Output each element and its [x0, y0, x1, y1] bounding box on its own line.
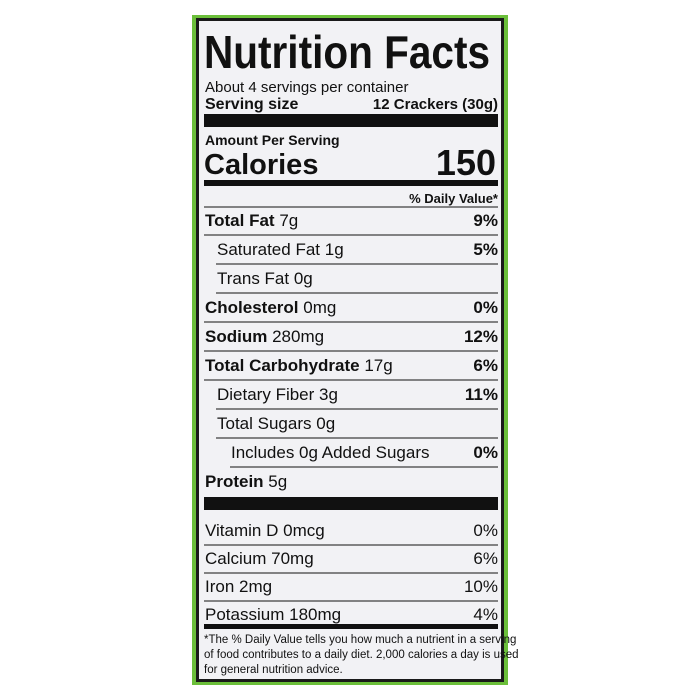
vitamin-dv: 6%: [473, 549, 498, 568]
vitamin-amount: 180mg: [289, 605, 341, 624]
footnote-line: *The % Daily Value tells you how much a …: [204, 634, 516, 646]
nutrient-name: Saturated Fat: [217, 240, 320, 259]
vitamin-rows: Vitamin D 0mcg 0% Calcium 70mg 6% Iron 2mg 10…: [204, 521, 498, 624]
nutrient-name: Includes 0g Added Sugars: [231, 443, 429, 462]
vitamin-row: Calcium 70mg: [205, 549, 314, 568]
vitamin-name: Vitamin D: [205, 521, 278, 540]
vitamin-dv: 4%: [473, 605, 498, 624]
vitamin-name: Iron: [205, 577, 234, 596]
nutrient-amount: 280mg: [272, 327, 324, 346]
calories-value: 150: [436, 142, 496, 183]
dv-heading: % Daily Value*: [409, 191, 499, 206]
nutrient-amount: 0mg: [303, 298, 336, 317]
nutrient-dv: 0%: [473, 298, 498, 317]
nutrient-name: Protein: [205, 472, 264, 491]
nutrient-row: Dietary Fiber 3g: [217, 385, 338, 404]
thick-rule: [204, 497, 498, 510]
nutrient-name: Total Fat: [205, 211, 275, 230]
vitamin-amount: 70mg: [271, 549, 314, 568]
nutrient-amount: 0g: [316, 414, 335, 433]
label-panel: [199, 21, 501, 679]
nutrient-dv: 6%: [473, 356, 498, 375]
nutrient-name: Dietary Fiber: [217, 385, 315, 404]
vitamin-name: Potassium: [205, 605, 284, 624]
title: Nutrition Facts: [204, 26, 490, 78]
nutrient-row: Total Carbohydrate 17g: [205, 356, 393, 375]
serving-size-label: Serving size: [205, 96, 298, 113]
vitamin-row: Iron 2mg: [205, 577, 272, 596]
nutrient-name: Sodium: [205, 327, 267, 346]
nutrient-row: Includes 0g Added Sugars: [231, 443, 429, 462]
nutrient-row: Protein 5g: [205, 472, 287, 491]
footnote-line: of food contributes to a daily diet. 2,0…: [204, 649, 519, 661]
nutrient-amount: 3g: [319, 385, 338, 404]
nutrient-row: Total Fat 7g: [205, 211, 298, 230]
servings: About 4 servings per container: [205, 79, 408, 96]
vitamin-row: Vitamin D 0mcg: [205, 521, 325, 540]
nutrient-amount: 0g: [294, 269, 313, 288]
nutrient-dv: 5%: [473, 240, 498, 259]
thick-rule: [204, 114, 498, 127]
vitamin-dv: 0%: [473, 521, 498, 540]
serving-size: 12 Crackers (30g): [373, 96, 498, 113]
footnote-line: for general nutrition advice.: [204, 664, 343, 676]
vitamin-amount: 2mg: [239, 577, 272, 596]
nutrient-amount: 5g: [268, 472, 287, 491]
calories-label: Calories: [204, 149, 318, 181]
medium-rule: [204, 180, 498, 186]
nutrient-dv: 9%: [473, 211, 498, 230]
vitamin-name: Calcium: [205, 549, 266, 568]
nutrient-dv: 11%: [465, 385, 498, 404]
nutrient-row: Sodium 280mg: [205, 327, 324, 346]
nutrient-row: Saturated Fat 1g: [217, 240, 344, 259]
nutrient-dv: 12%: [464, 327, 498, 346]
nutrient-amount: 1g: [325, 240, 344, 259]
nutrient-name: Trans Fat: [217, 269, 289, 288]
nutrient-name: Cholesterol: [205, 298, 299, 317]
vitamin-row: Potassium 180mg: [205, 605, 341, 624]
nutrient-name: Total Sugars: [217, 414, 312, 433]
nutrient-amount: 7g: [279, 211, 298, 230]
nutrient-row: Cholesterol 0mg: [205, 298, 336, 317]
medium-rule: [204, 624, 498, 629]
nutrient-row: Trans Fat 0g: [217, 269, 313, 288]
vitamin-amount: 0mcg: [283, 521, 325, 540]
nutrient-row: Total Sugars 0g: [217, 414, 335, 433]
nutrient-dv: 0%: [473, 443, 498, 462]
vitamin-dv: 10%: [464, 577, 498, 596]
nutrient-rows: Total Fat 7g 9% Saturated Fat 1g 5% Trans Fa…: [204, 211, 498, 491]
amount-heading: Amount Per Serving: [205, 132, 340, 148]
nutrient-name: Total Carbohydrate: [205, 356, 360, 375]
nutrient-amount: 17g: [364, 356, 392, 375]
